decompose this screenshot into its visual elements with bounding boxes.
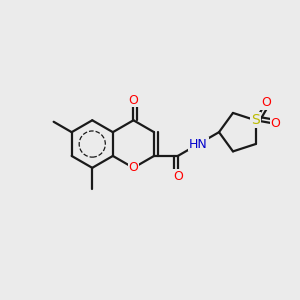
Text: S: S <box>251 113 260 127</box>
Text: O: O <box>271 117 281 130</box>
Text: O: O <box>173 170 183 183</box>
Text: HN: HN <box>189 138 208 151</box>
Text: O: O <box>261 96 271 109</box>
Text: O: O <box>128 161 138 174</box>
Text: O: O <box>128 94 138 106</box>
